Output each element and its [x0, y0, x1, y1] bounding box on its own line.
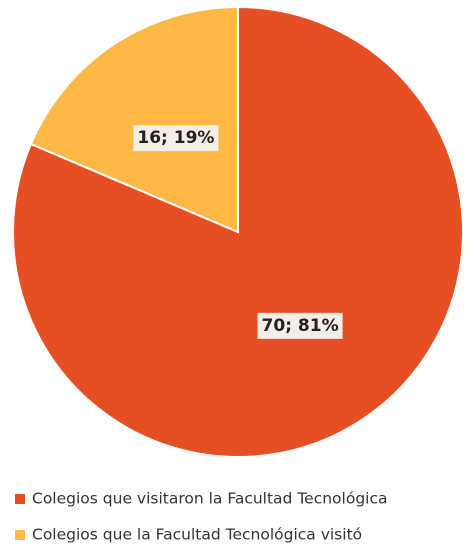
data-label: 70; 81% — [262, 316, 339, 336]
data-label-box — [133, 125, 219, 152]
legend-swatch — [15, 530, 25, 540]
pie-slice — [29, 5, 239, 234]
data-label-box — [257, 312, 343, 339]
legend-swatch — [15, 494, 25, 504]
legend-label: Colegios que visitaron la Facultad Tecno… — [32, 490, 387, 508]
legend-label: Colegios que la Facultad Tecnológica vis… — [32, 526, 362, 544]
data-label: 16; 19% — [137, 128, 214, 148]
